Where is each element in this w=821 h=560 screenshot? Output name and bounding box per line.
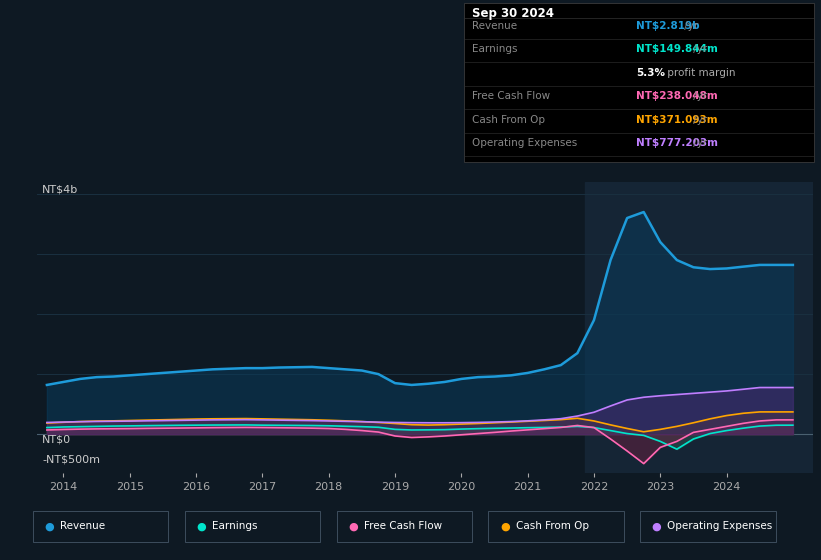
Text: Revenue: Revenue: [472, 21, 517, 31]
Text: /yr: /yr: [690, 115, 708, 125]
Text: ●: ●: [44, 521, 54, 531]
Text: Free Cash Flow: Free Cash Flow: [364, 521, 442, 531]
Bar: [585, 182, 813, 473]
Text: Operating Expenses: Operating Expenses: [472, 138, 577, 148]
Text: 5.3%: 5.3%: [636, 68, 665, 78]
Text: ●: ●: [652, 521, 662, 531]
Text: Revenue: Revenue: [60, 521, 105, 531]
Text: -NT$500m: -NT$500m: [42, 454, 100, 464]
Text: NT$2.819b: NT$2.819b: [636, 21, 699, 31]
Text: NT$149.844m: NT$149.844m: [636, 44, 718, 54]
Text: NT$238.048m: NT$238.048m: [636, 91, 718, 101]
Text: Cash From Op: Cash From Op: [472, 115, 545, 125]
Text: ●: ●: [348, 521, 358, 531]
Text: Sep 30 2024: Sep 30 2024: [472, 7, 554, 20]
Text: /yr: /yr: [690, 44, 708, 54]
Text: NT$777.203m: NT$777.203m: [636, 138, 718, 148]
Text: profit margin: profit margin: [664, 68, 736, 78]
Text: NT$4b: NT$4b: [42, 184, 79, 194]
Text: NT$371.093m: NT$371.093m: [636, 115, 718, 125]
Text: ●: ●: [500, 521, 510, 531]
Text: Earnings: Earnings: [472, 44, 517, 54]
Text: /yr: /yr: [681, 21, 698, 31]
Text: Free Cash Flow: Free Cash Flow: [472, 91, 550, 101]
Text: NT$0: NT$0: [42, 434, 71, 444]
Text: Operating Expenses: Operating Expenses: [667, 521, 773, 531]
Text: /yr: /yr: [690, 91, 708, 101]
Text: ●: ●: [196, 521, 206, 531]
Text: /yr: /yr: [690, 138, 708, 148]
Text: Cash From Op: Cash From Op: [516, 521, 589, 531]
Text: Earnings: Earnings: [212, 521, 257, 531]
